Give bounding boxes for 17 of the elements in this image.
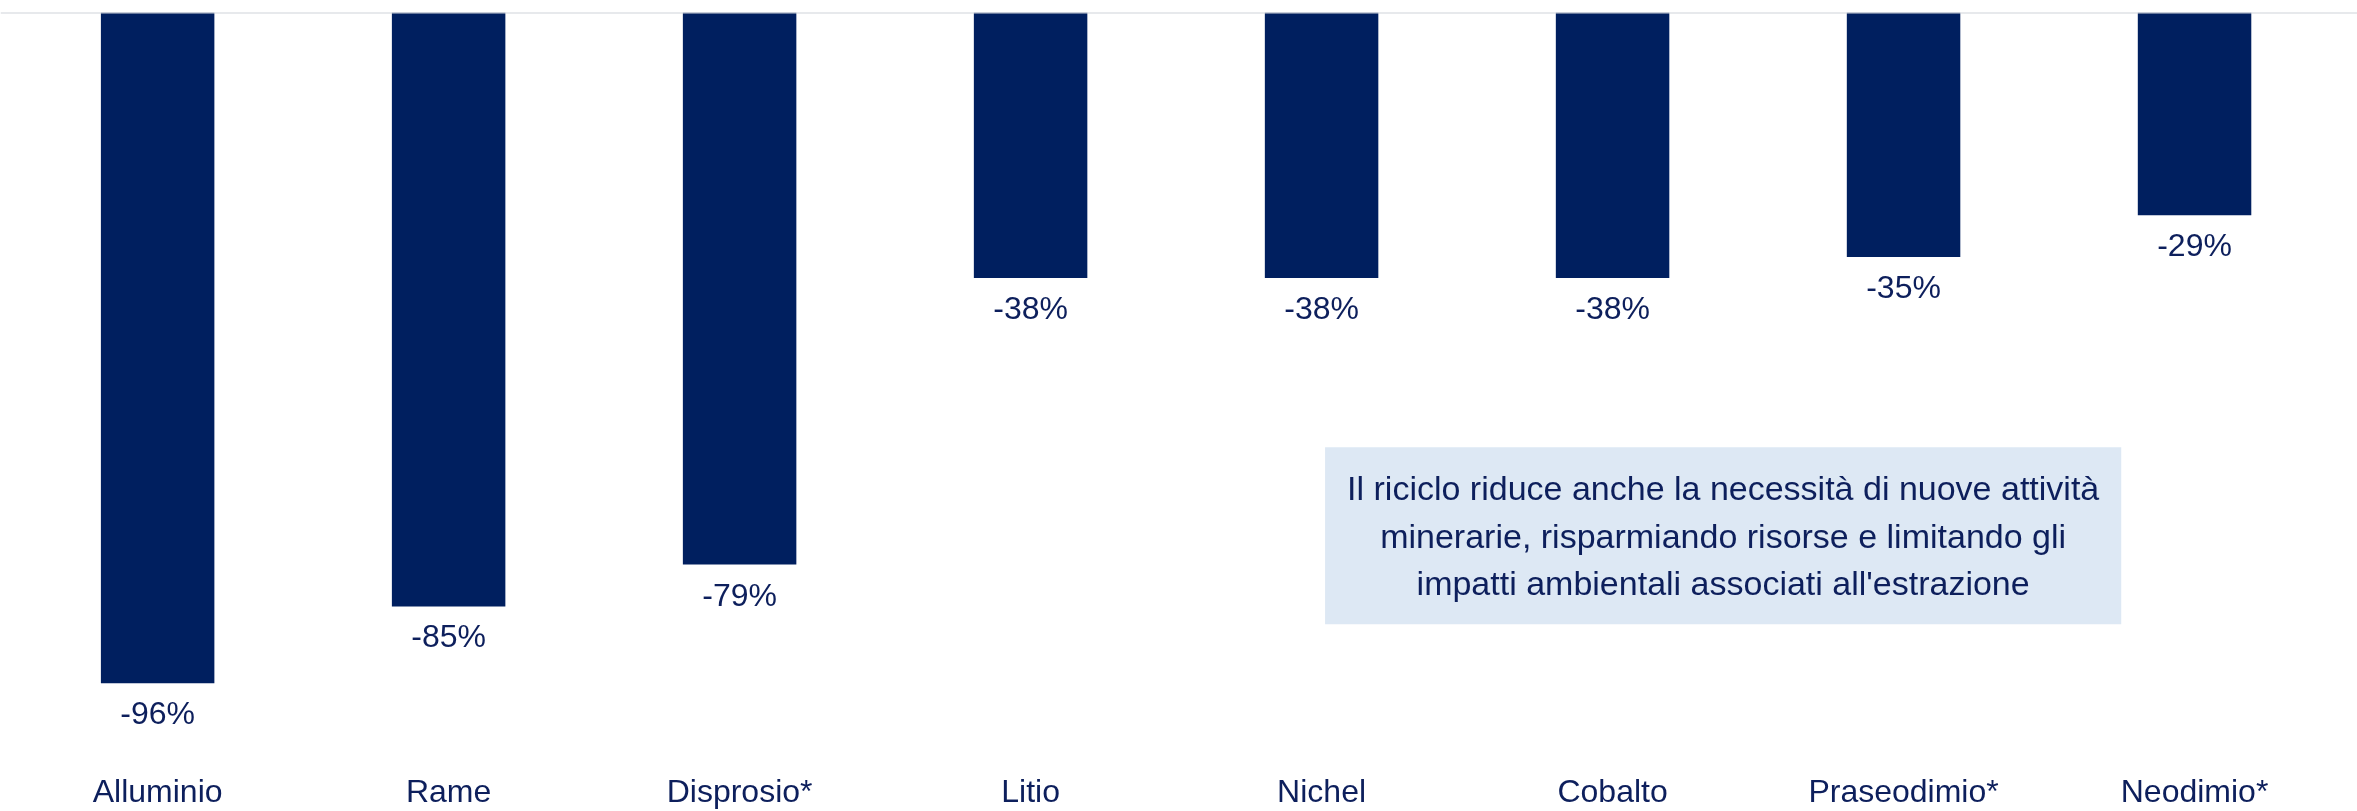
data-label: -38%: [1575, 290, 1650, 327]
x-tick-label: Praseodimio*: [1808, 772, 1999, 809]
annotation: Il riciclo riduce anche la necessità di nuove attività minerarie, risparmiando risorse e limitando gli impatti ambientali associati all'estrazione: [1347, 469, 2100, 603]
data-label: -38%: [993, 290, 1068, 327]
data-label: -29%: [2157, 227, 2232, 264]
data-label: -35%: [1866, 269, 1941, 306]
x-tick-label: Nichel: [1277, 772, 1367, 809]
data-label: -79%: [702, 576, 777, 613]
x-tick-label: Litio: [1001, 772, 1060, 809]
data-label: -38%: [1284, 290, 1359, 327]
data-label: -85%: [411, 618, 486, 655]
x-tick-label: Rame: [405, 772, 492, 809]
x-tick-label: Neodimio*: [2120, 772, 2269, 809]
x-tick-label: Cobalto: [1557, 772, 1668, 809]
data-label: -96%: [120, 695, 195, 732]
x-tick-label: Alluminio: [92, 772, 223, 809]
x-tick-label: Disprosio*: [666, 772, 813, 809]
